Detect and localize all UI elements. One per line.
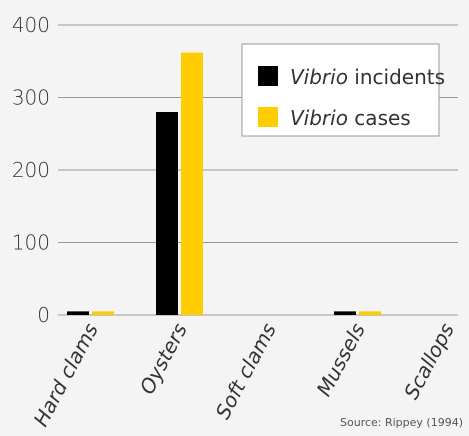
bar-incidents-hard-clams [67,311,89,315]
legend: Vibrio incidents Vibrio cases [241,43,445,137]
legend-box [241,43,440,137]
bar-cases-oysters [181,52,203,316]
bar-cases-mussels [359,311,381,315]
x-tick-label: Mussels [312,319,370,400]
x-axis-categories: Hard clams Oysters Soft clams Mussels Scallo… [29,319,459,430]
bars [67,52,381,316]
bar-incidents-mussels [334,311,356,315]
bar-cases-hard-clams [92,311,114,315]
legend-label-cases: Vibrio cases [290,106,411,130]
legend-swatch-incidents [258,66,278,86]
y-tick-label: 100 [12,231,50,255]
x-tick-label: Oysters [135,319,192,398]
legend-swatch-cases [258,107,278,127]
source-note: Source: Rippey (1994) [340,416,463,429]
y-axis-ticks: 0 100 200 300 400 [12,13,50,327]
bar-incidents-oysters [156,112,178,315]
y-tick-label: 0 [37,303,50,327]
x-tick-label: Scallops [399,319,459,403]
legend-label-incidents: Vibrio incidents [290,65,445,89]
y-tick-label: 200 [12,158,50,182]
x-tick-label: Soft clams [210,319,280,423]
x-tick-label: Hard clams [29,319,103,430]
y-tick-label: 400 [12,13,50,37]
y-tick-label: 300 [12,86,50,110]
